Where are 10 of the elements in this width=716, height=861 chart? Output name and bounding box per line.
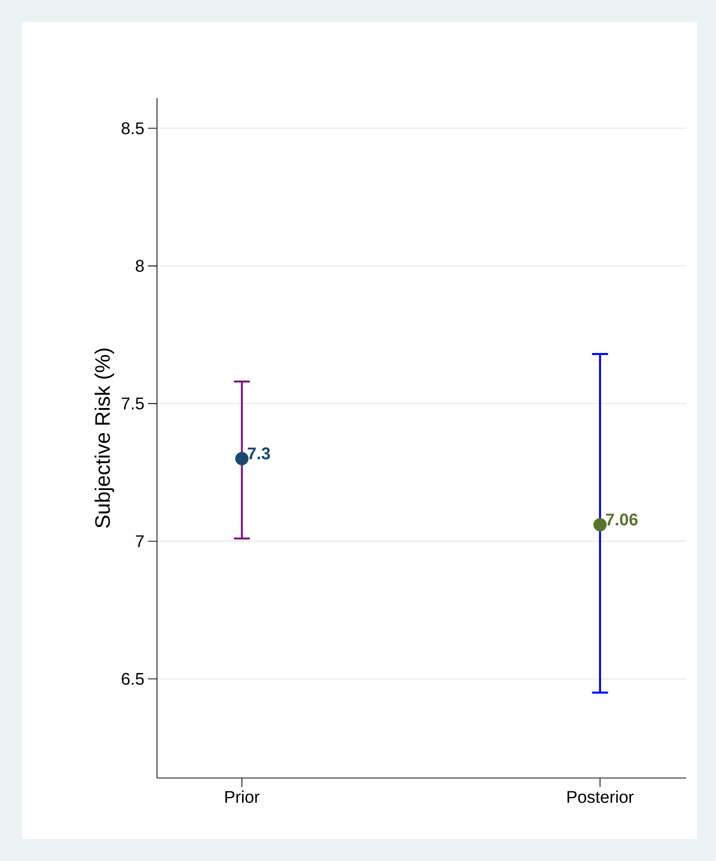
y-tick-label: 7 — [136, 535, 144, 548]
y-tick-label: 7.5 — [122, 398, 144, 410]
data-label: 7.06 — [606, 514, 638, 526]
x-tick-label: Posterior — [568, 790, 634, 803]
y-tick-label: 8.5 — [122, 122, 144, 134]
data-label: 7.3 — [248, 447, 270, 460]
y-tick-label: 8 — [136, 260, 144, 272]
y-axis-title: Subjective Risk (%) — [94, 348, 114, 528]
x-tick-label: Prior — [225, 790, 260, 803]
y-tick-label: 6.5 — [122, 672, 144, 685]
